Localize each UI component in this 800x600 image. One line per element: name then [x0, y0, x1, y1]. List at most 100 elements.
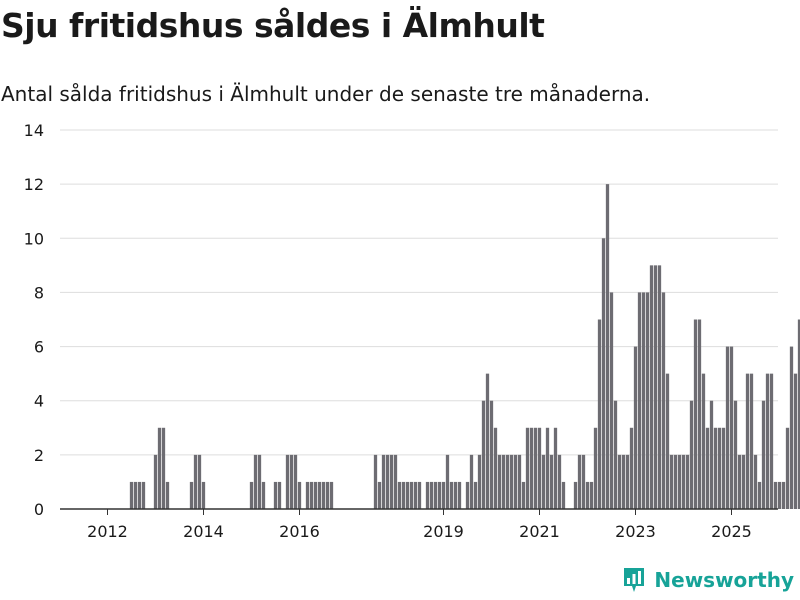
x-tick-label: 2023 — [615, 522, 656, 541]
bar — [305, 481, 310, 509]
bar — [777, 481, 782, 509]
bar — [581, 454, 586, 509]
newsworthy-logo[interactable]: Newsworthy — [622, 566, 794, 594]
bar — [577, 454, 582, 509]
bar — [133, 481, 138, 509]
brand-name: Newsworthy — [654, 568, 794, 592]
bar — [493, 427, 498, 509]
bar — [625, 454, 630, 509]
bar — [377, 481, 382, 509]
bar — [509, 454, 514, 509]
bar — [753, 454, 758, 509]
x-tick-label: 2012 — [87, 522, 128, 541]
bar — [425, 481, 430, 509]
bar — [729, 346, 734, 509]
bar — [409, 481, 414, 509]
bar — [705, 427, 710, 509]
bar — [545, 427, 550, 509]
y-tick-label: 14 — [24, 121, 44, 140]
bar — [433, 481, 438, 509]
x-axis: 2012 2014 2016 2019 2021 2023 2025 — [60, 508, 778, 541]
x-tick-label: 2021 — [519, 522, 560, 541]
bar — [285, 454, 290, 509]
bar — [669, 454, 674, 509]
bar — [413, 481, 418, 509]
bar — [449, 481, 454, 509]
bar — [273, 481, 278, 509]
bar — [261, 481, 266, 509]
bar — [253, 454, 258, 509]
bar — [741, 454, 746, 509]
bar — [737, 454, 742, 509]
bar — [417, 481, 422, 509]
bar — [529, 427, 534, 509]
bar — [553, 427, 558, 509]
bar — [161, 427, 166, 509]
bar — [193, 454, 198, 509]
chart-title: Sju fritidshus såldes i Älmhult — [1, 6, 545, 45]
bar — [597, 319, 602, 509]
bar — [665, 373, 670, 509]
bar — [453, 481, 458, 509]
bar — [749, 373, 754, 509]
bar — [609, 292, 614, 509]
bar — [773, 481, 778, 509]
bar — [293, 454, 298, 509]
bar — [329, 481, 334, 509]
bar — [661, 292, 666, 509]
bar — [401, 481, 406, 509]
bar — [641, 292, 646, 509]
bar — [445, 454, 450, 509]
bar — [677, 454, 682, 509]
y-tick-label: 12 — [24, 175, 44, 194]
bar — [313, 481, 318, 509]
bar — [201, 481, 206, 509]
bar — [289, 454, 294, 509]
bar — [489, 400, 494, 509]
bar — [617, 454, 622, 509]
bar — [437, 481, 442, 509]
y-tick-label: 6 — [34, 338, 44, 357]
bar — [317, 481, 322, 509]
y-tick-label: 10 — [24, 229, 44, 248]
bar — [441, 481, 446, 509]
y-tick-label: 0 — [34, 500, 44, 519]
bar — [153, 454, 158, 509]
bar — [197, 454, 202, 509]
bar — [137, 481, 142, 509]
bar — [649, 265, 654, 509]
y-tick-label: 2 — [34, 446, 44, 465]
bar — [481, 400, 486, 509]
bar — [537, 427, 542, 509]
bar — [189, 481, 194, 509]
bar — [501, 454, 506, 509]
bar — [633, 346, 638, 509]
x-tick-label: 2025 — [711, 522, 752, 541]
y-tick-labels: 0 2 4 6 8 10 12 14 — [24, 121, 44, 519]
bar — [765, 373, 770, 509]
bar — [309, 481, 314, 509]
bar — [297, 481, 302, 509]
x-tick-label: 2014 — [183, 522, 224, 541]
y-tick-label: 4 — [34, 392, 44, 411]
bar — [601, 238, 606, 510]
bar — [325, 481, 330, 509]
bar — [761, 400, 766, 509]
bar — [797, 319, 800, 509]
bar — [321, 481, 326, 509]
bar — [785, 427, 790, 509]
bar — [709, 400, 714, 509]
bar — [141, 481, 146, 509]
bar — [653, 265, 658, 509]
chart-subtitle: Antal sålda fritidshus i Älmhult under d… — [1, 82, 651, 106]
bar — [725, 346, 730, 509]
bar — [673, 454, 678, 509]
bar — [485, 373, 490, 509]
bar — [573, 481, 578, 509]
bar — [521, 481, 526, 509]
bar — [257, 454, 262, 509]
bar — [593, 427, 598, 509]
bar — [541, 454, 546, 509]
x-tick-label: 2016 — [279, 522, 320, 541]
bar — [513, 454, 518, 509]
